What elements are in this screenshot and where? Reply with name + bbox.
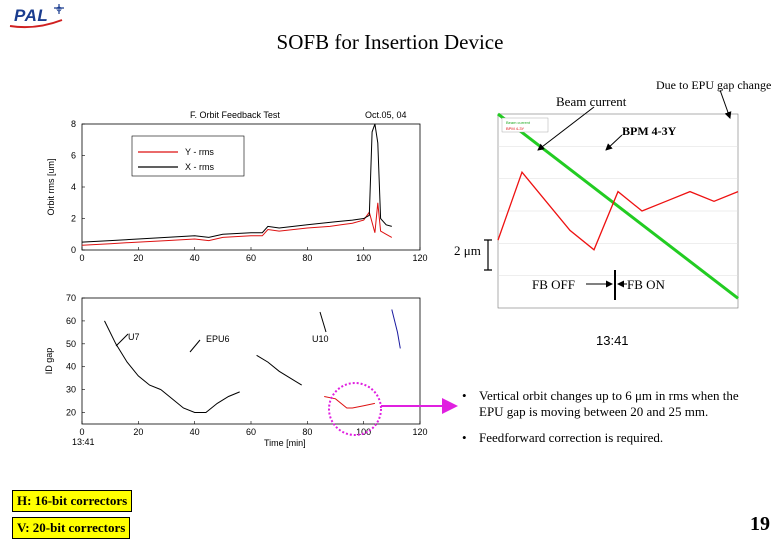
logo-graphic	[9, 4, 64, 29]
logo-text: PAL	[14, 6, 49, 25]
x-tick-label: 60	[246, 427, 256, 437]
bullet-text: Feedforward correction is required.	[479, 430, 664, 445]
x-tick-label: 60	[246, 253, 256, 263]
x-tick-label: 100	[356, 427, 371, 437]
h-corrector-box: H: 16-bit correctors	[12, 490, 133, 512]
x-tick-label: 40	[190, 253, 200, 263]
y-axis-label: ID gap	[44, 348, 54, 375]
epu-gap-note: Due to EPU gap change	[656, 78, 772, 92]
legend-box	[501, 117, 549, 133]
bpm-arrow	[605, 134, 623, 151]
scale-bar	[484, 239, 492, 271]
annotation-label: U10	[312, 334, 329, 344]
y-tick-label: 6	[71, 151, 76, 161]
bpm-label: BPM 4-3Y	[622, 124, 677, 138]
x-tick-label: 80	[302, 253, 312, 263]
x-axis-label: Time [min]	[264, 438, 306, 448]
annotation-label: U7	[128, 332, 140, 342]
x-tick-label: 0	[79, 253, 84, 263]
time-stamp: 13:41	[72, 437, 95, 447]
y-tick-label: 50	[66, 339, 76, 349]
x-tick-label: 20	[133, 253, 143, 263]
x-tick-label: 120	[412, 253, 427, 263]
legend: Y - rms X - rms	[131, 135, 245, 177]
x-tick-label: 20	[133, 427, 143, 437]
y-tick-label: 40	[66, 362, 76, 372]
bullet-item: • Feedforward correction is required.	[462, 430, 664, 445]
page-title: SOFB for Insertion Device	[276, 30, 504, 54]
x-tick-label: 100	[356, 253, 371, 263]
time-label: 13:41	[596, 333, 629, 348]
y-tick-label: 4	[71, 182, 76, 192]
chart-title: F. Orbit Feedback Test	[190, 110, 280, 120]
legend-label: X - rms	[185, 162, 214, 172]
legend-label: Beam current	[506, 120, 531, 125]
legend-box	[131, 135, 245, 177]
legend-label: BPM 4-3Y	[506, 126, 525, 131]
y-tick-label: 70	[66, 294, 76, 303]
v-corrector-box: V: 20-bit correctors	[12, 517, 131, 539]
y-tick-label: 20	[66, 408, 76, 418]
y-tick-label: 0	[71, 245, 76, 255]
chart-date: Oct.05, 04	[365, 110, 407, 120]
y-tick-label: 2	[71, 214, 76, 224]
series-line-y-rms	[81, 202, 393, 246]
y-tick-label: 60	[66, 316, 76, 326]
beam-current-note: Beam current	[556, 94, 627, 109]
page-number: 19	[750, 513, 770, 535]
bullet-list: • Vertical orbit changes up to 6 μm in rm…	[462, 388, 762, 456]
y-axis-label: Orbit rms [um]	[46, 158, 56, 215]
fb-off-label: FB OFF	[532, 277, 575, 292]
y-tick-label: 30	[66, 385, 76, 395]
pal-logo: PAL	[6, 4, 76, 32]
bullet-item: • Vertical orbit changes up to 6 μm in rm…	[462, 388, 739, 419]
highlight-circle	[328, 382, 382, 436]
bullet-text: Vertical orbit changes up to 6 μm in rms…	[479, 388, 739, 419]
legend-label: Y - rms	[185, 147, 214, 157]
annotation-label: EPU6	[206, 334, 230, 344]
orbit-rms-chart: F. Orbit Feedback Test Oct.05, 040 20 40 60 8…	[46, 110, 428, 263]
annotation-arrow	[319, 311, 327, 333]
beam-current-arrow	[537, 106, 595, 151]
x-tick-label: 120	[412, 427, 427, 437]
series-line-bpm-4-3y	[497, 170, 739, 251]
epu-gap-arrow	[719, 89, 732, 119]
x-tick-label: 80	[302, 427, 312, 437]
x-tick-label: 40	[190, 427, 200, 437]
series-line-u7	[104, 320, 162, 391]
series-line-id	[391, 309, 401, 349]
scale-label: 2 μm	[454, 243, 481, 258]
fb-on-label: FB ON	[627, 277, 665, 292]
annotation-arrow	[189, 339, 201, 353]
annotation-arrow	[115, 333, 129, 347]
y-tick-label: 8	[71, 119, 76, 129]
x-tick-label: 0	[79, 427, 84, 437]
series-line-x-rms	[81, 123, 392, 243]
series-line-epu6	[160, 389, 240, 413]
series-line-epu-gap	[324, 396, 376, 409]
series-line-u10	[256, 354, 302, 386]
